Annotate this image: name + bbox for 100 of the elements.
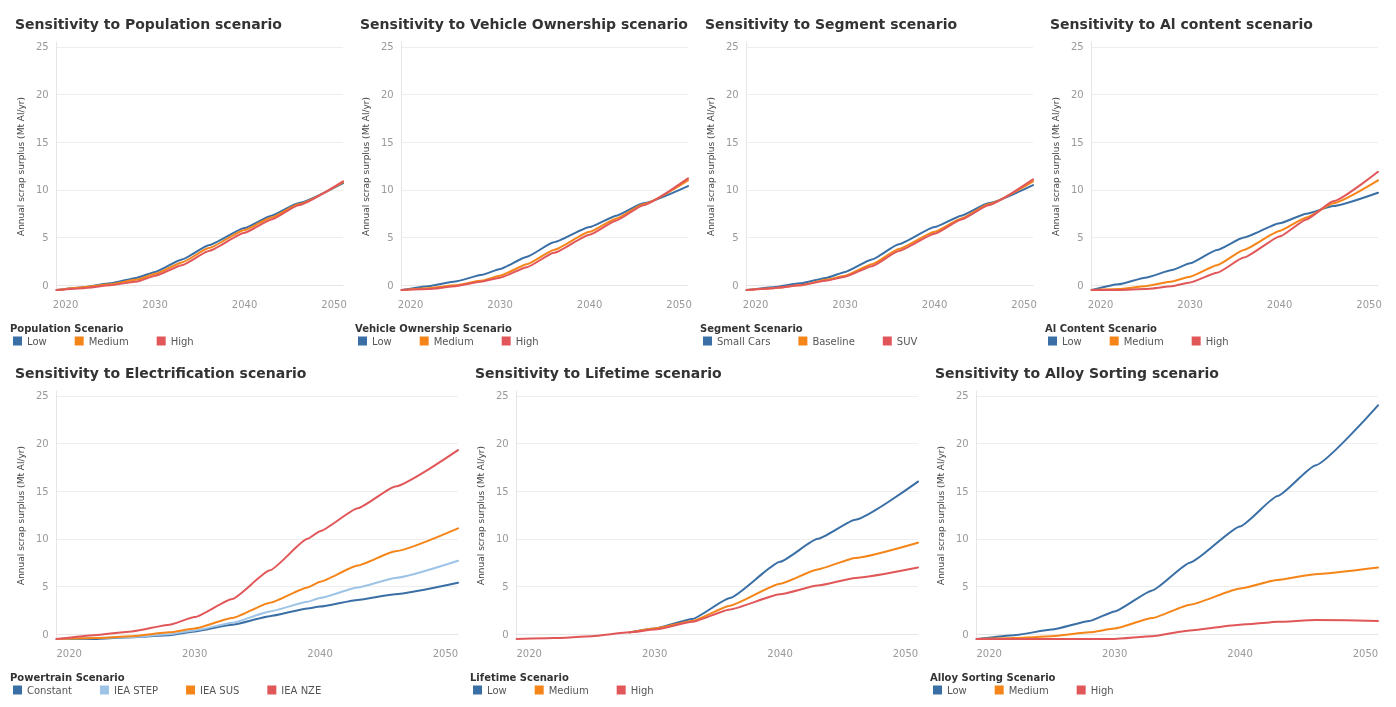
y-tick-label: 5 [42,581,49,593]
y-tick-label: 20 [35,88,49,100]
line-series [975,618,1379,641]
y-tick-label: 5 [502,581,509,593]
legend-label: IEA STEP [113,684,159,696]
y-axis-title: Annual scrap surplus (Mt Al/yr) [15,96,26,237]
x-tick-label: 2020 [52,298,79,310]
x-tick-label: 2030 [1177,298,1203,310]
legend-label: Low [947,684,967,696]
x-tick-label: 2050 [1011,298,1037,310]
y-tick-label: 15 [495,485,509,497]
x-tick-label: 2020 [1087,298,1114,310]
chart-title: Sensitivity to Vehicle Ownership scenario [360,16,689,32]
legend-title: Powertrain Scenario [10,671,125,683]
chart-title: Sensitivity to Population scenario [15,16,283,32]
x-tick-label: 2050 [892,647,919,659]
y-tick-label: 20 [955,437,969,449]
chart-title: Sensitivity to Electrification scenario [15,365,307,381]
y-axis-title: Annual scrap surplus (Mt Al/yr) [475,445,486,586]
x-tick-label: 2050 [321,298,347,310]
legend-label: Low [487,684,507,696]
y-tick-label: 25 [955,390,969,402]
y-tick-label: 10 [35,184,49,196]
x-tick-label: 2030 [1101,647,1128,659]
y-tick-label: 25 [725,41,739,53]
y-tick-label: 20 [380,88,394,100]
legend-label: High [630,684,654,696]
legend-title: Al Content Scenario [1045,322,1158,334]
x-tick-label: 2040 [767,647,793,659]
y-tick-label: 20 [1070,88,1084,100]
legend-label: Low [1062,335,1082,347]
y-tick-label: 0 [1077,279,1084,291]
legend-label: IEA NZE [281,684,322,696]
legend-label: Medium [88,335,129,347]
legend-label: High [170,335,194,347]
y-axis-title: Annual scrap surplus (Mt Al/yr) [935,445,946,586]
legend-label: IEA SUS [200,684,240,696]
x-tick-label: 2040 [1227,647,1253,659]
y-tick-label: 25 [495,390,509,402]
legend-title: Alloy Sorting Scenario [930,671,1056,683]
legend-label: Medium [548,684,589,696]
legend-label: Low [372,335,392,347]
x-tick-label: 2040 [1266,298,1293,310]
x-tick-label: 2050 [432,647,459,659]
y-tick-label: 25 [380,41,394,53]
legend-label: Baseline [812,335,855,347]
legend-label: High [515,335,539,347]
y-axis-title: Annual scrap surplus (Mt Al/yr) [1050,96,1061,237]
line-series [55,449,459,641]
x-tick-label: 2030 [487,298,513,310]
y-tick-label: 15 [955,485,969,497]
x-tick-label: 2040 [576,298,603,310]
y-tick-label: 15 [35,136,49,148]
x-tick-label: 2050 [1352,647,1379,659]
y-tick-label: 25 [35,41,49,53]
x-tick-label: 2030 [181,647,208,659]
chart-title: Sensitivity to Lifetime scenario [475,365,722,381]
y-tick-label: 10 [1070,184,1084,196]
y-tick-label: 5 [962,581,969,593]
x-tick-label: 2040 [231,298,258,310]
y-tick-label: 10 [380,184,394,196]
x-tick-label: 2030 [641,647,668,659]
y-axis-title: Annual scrap surplus (Mt Al/yr) [360,96,371,237]
y-tick-label: 5 [42,232,49,244]
line-series [515,566,919,641]
x-tick-label: 2020 [397,298,424,310]
y-tick-label: 10 [955,533,969,545]
legend-label: High [1205,335,1229,347]
y-tick-label: 0 [42,279,49,291]
y-tick-label: 20 [495,437,509,449]
y-tick-label: 0 [732,279,739,291]
legend-title: Vehicle Ownership Scenario [355,322,512,334]
y-tick-label: 15 [1070,136,1084,148]
y-axis-title: Annual scrap surplus (Mt Al/yr) [15,445,26,586]
y-tick-label: 25 [1070,41,1084,53]
y-tick-label: 0 [42,628,49,640]
x-tick-label: 2040 [921,298,948,310]
legend-label: Low [27,335,47,347]
y-tick-label: 15 [725,136,739,148]
y-axis-title: Annual scrap surplus (Mt Al/yr) [705,96,716,237]
y-tick-label: 5 [387,232,394,244]
legend-label: Medium [1123,335,1164,347]
legend-label: SUV [896,335,918,347]
legend-label: Small Cars [717,335,771,347]
y-tick-label: 0 [962,628,969,640]
x-tick-label: 2020 [976,647,1002,659]
y-tick-label: 10 [725,184,739,196]
y-tick-label: 5 [1077,232,1084,244]
x-tick-label: 2050 [666,298,692,310]
legend-label: High [1090,684,1114,696]
chart-title: Sensitivity to Al content scenario [1050,16,1314,32]
x-tick-label: 2020 [56,647,82,659]
y-tick-label: 5 [732,232,739,244]
x-tick-label: 2040 [307,647,333,659]
y-tick-label: 20 [725,88,739,100]
y-tick-label: 20 [35,437,49,449]
legend-label: Medium [433,335,474,347]
x-tick-label: 2030 [832,298,858,310]
y-tick-label: 10 [495,533,509,545]
legend-label: Constant [27,684,73,696]
